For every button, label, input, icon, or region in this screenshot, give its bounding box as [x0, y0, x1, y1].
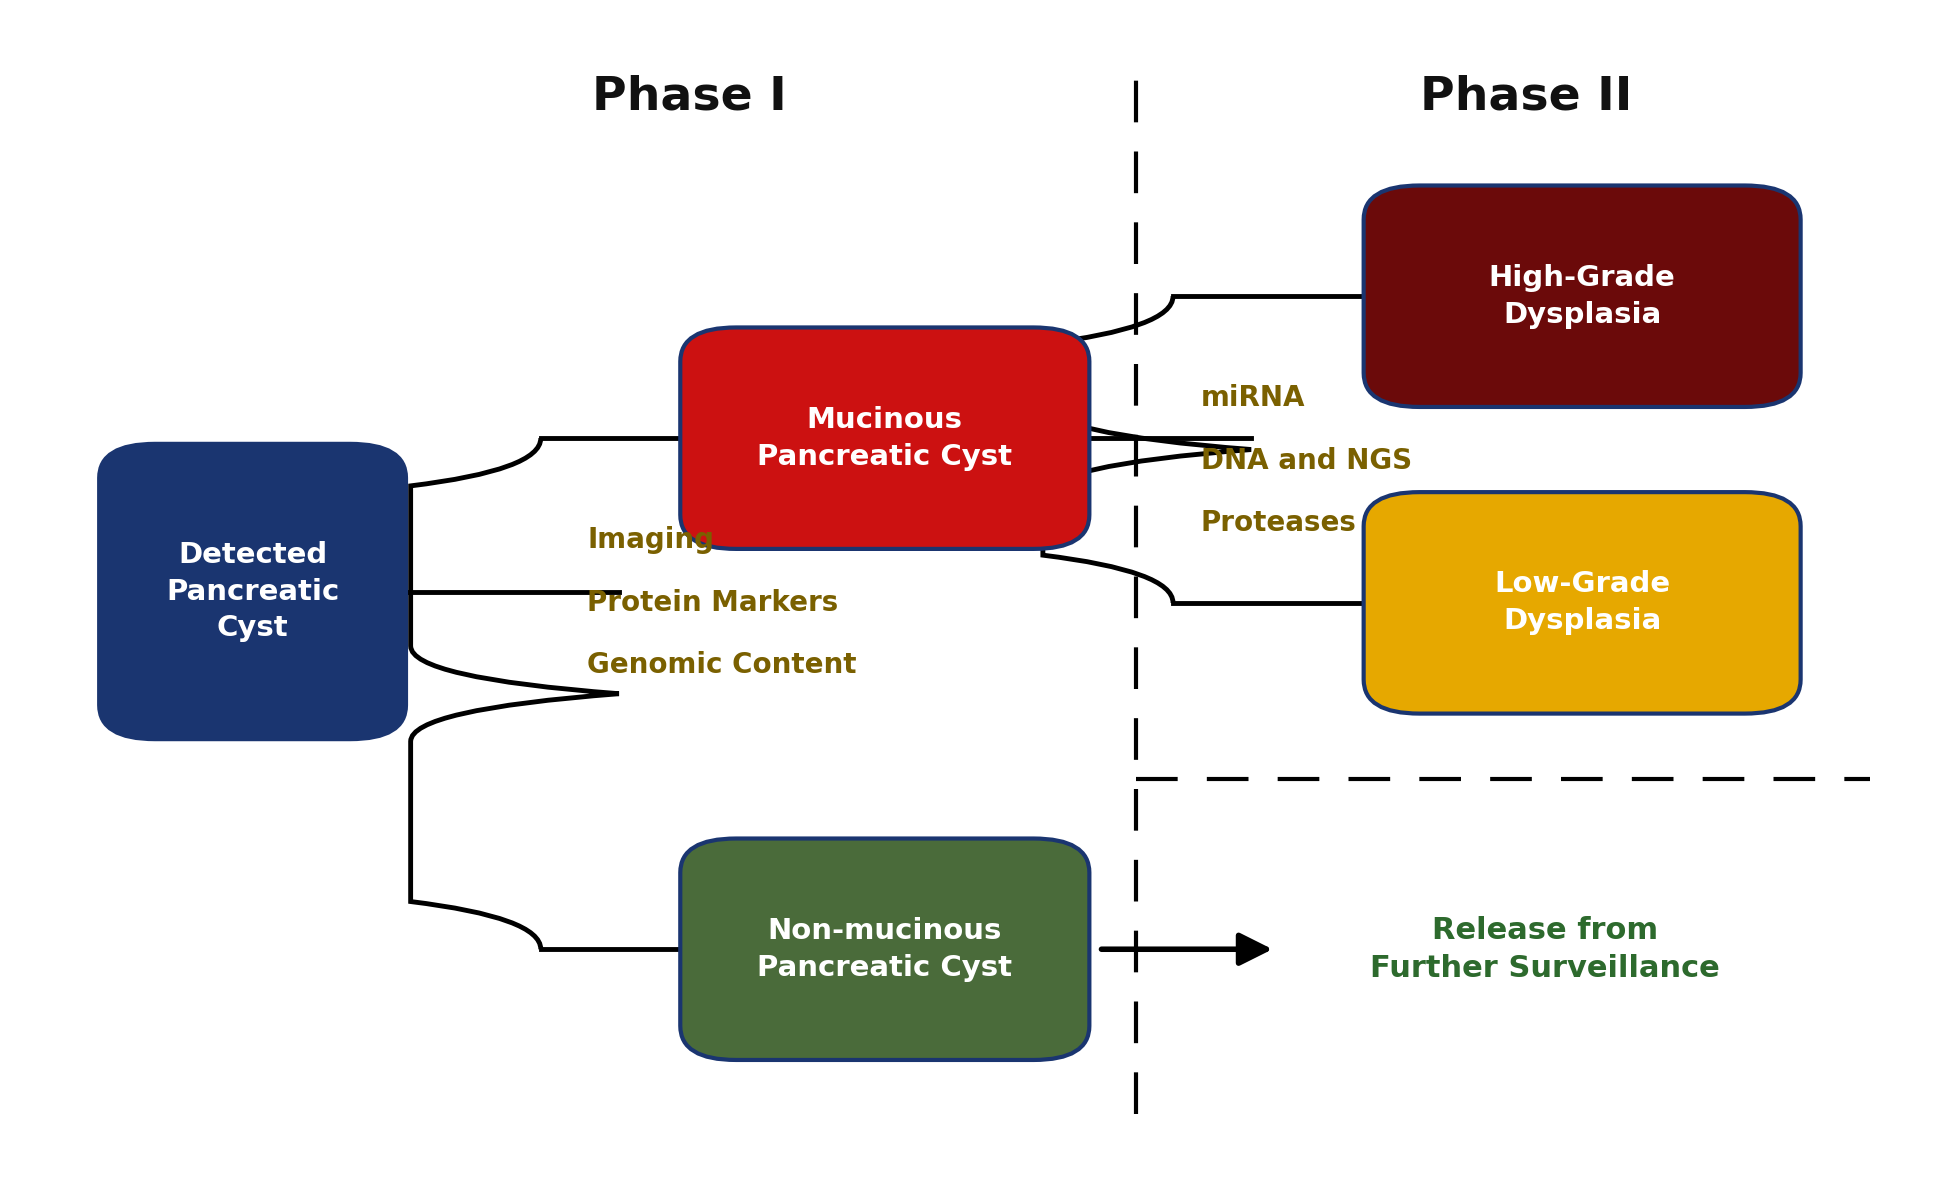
Text: Detected
Pancreatic
Cyst: Detected Pancreatic Cyst [167, 541, 339, 642]
Text: Release from
Further Surveillance: Release from Further Surveillance [1369, 916, 1720, 983]
Text: miRNA: miRNA [1201, 384, 1306, 413]
Text: DNA and NGS: DNA and NGS [1201, 447, 1412, 474]
FancyBboxPatch shape [680, 328, 1089, 549]
Text: Imaging: Imaging [587, 526, 715, 555]
Text: Phase I: Phase I [593, 75, 786, 119]
Text: Proteases: Proteases [1201, 510, 1356, 537]
FancyBboxPatch shape [1364, 492, 1801, 713]
Text: Phase II: Phase II [1420, 75, 1633, 119]
Text: Protein Markers: Protein Markers [587, 589, 839, 616]
Text: Genomic Content: Genomic Content [587, 652, 856, 679]
Text: Mucinous
Pancreatic Cyst: Mucinous Pancreatic Cyst [757, 406, 1013, 471]
FancyBboxPatch shape [680, 839, 1089, 1060]
Text: Non-mucinous
Pancreatic Cyst: Non-mucinous Pancreatic Cyst [757, 917, 1013, 982]
Text: Low-Grade
Dysplasia: Low-Grade Dysplasia [1493, 570, 1670, 635]
FancyBboxPatch shape [99, 444, 407, 739]
Text: High-Grade
Dysplasia: High-Grade Dysplasia [1490, 264, 1676, 329]
FancyBboxPatch shape [1364, 186, 1801, 407]
